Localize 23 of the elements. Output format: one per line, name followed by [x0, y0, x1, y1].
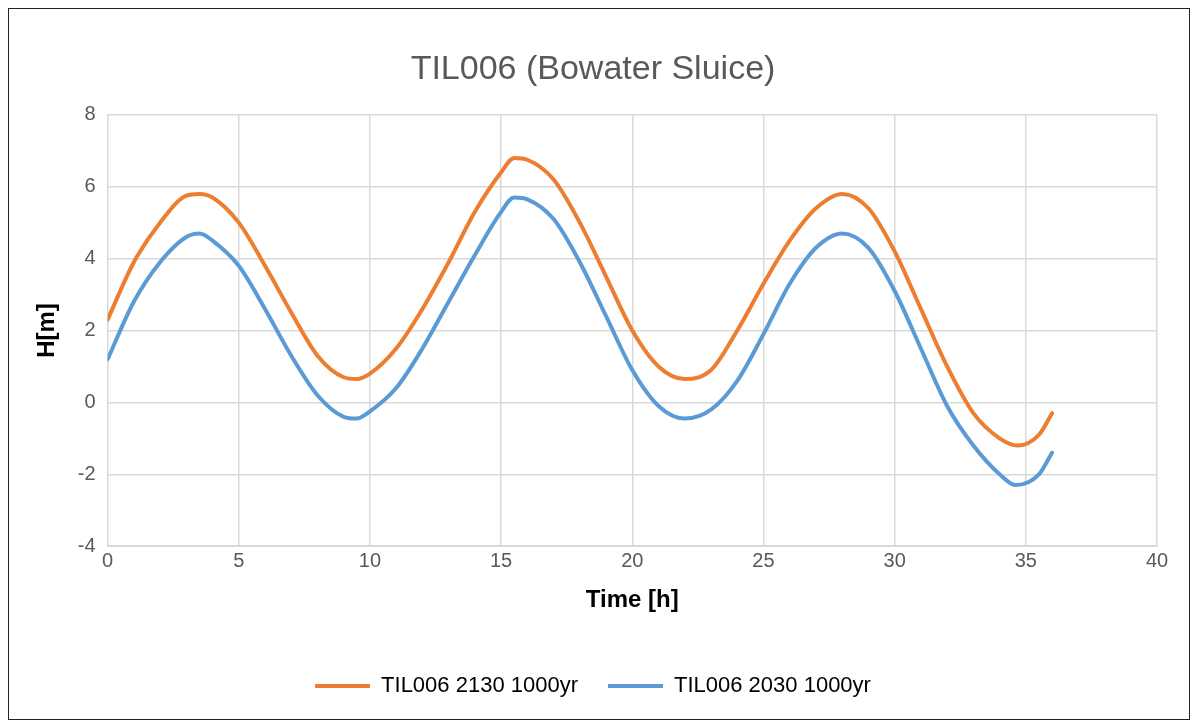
chart-title: TIL006 (Bowater Sluice)	[410, 47, 776, 86]
x-tick-label: 40	[1145, 548, 1169, 571]
legend-label: TIL006 2030 1000yr	[674, 672, 871, 698]
y-tick-label: 4	[84, 246, 96, 269]
x-tick-label: 20	[621, 548, 644, 571]
y-axis-title: H[m]	[32, 303, 60, 358]
x-axis-title: Time [h]	[585, 585, 679, 613]
x-tick-label: 0	[102, 548, 114, 571]
line-series	[107, 195, 1055, 488]
x-tick-label: 15	[489, 548, 513, 571]
x-tick-label: 10	[358, 548, 382, 571]
line-series	[107, 155, 1055, 448]
y-tick-label: 2	[84, 318, 96, 341]
y-tick-label: -4	[77, 533, 96, 556]
y-tick-label: 6	[84, 174, 96, 197]
legend-label: TIL006 2130 1000yr	[381, 672, 579, 698]
y-tick-label: 0	[84, 389, 96, 412]
x-tick-label: 35	[1014, 548, 1037, 571]
y-tick-label: -2	[77, 461, 96, 484]
x-tick-label: 30	[883, 548, 906, 571]
x-tick-label: 5	[233, 548, 245, 571]
x-tick-label: 25	[752, 548, 775, 571]
y-tick-label: 8	[84, 102, 96, 125]
